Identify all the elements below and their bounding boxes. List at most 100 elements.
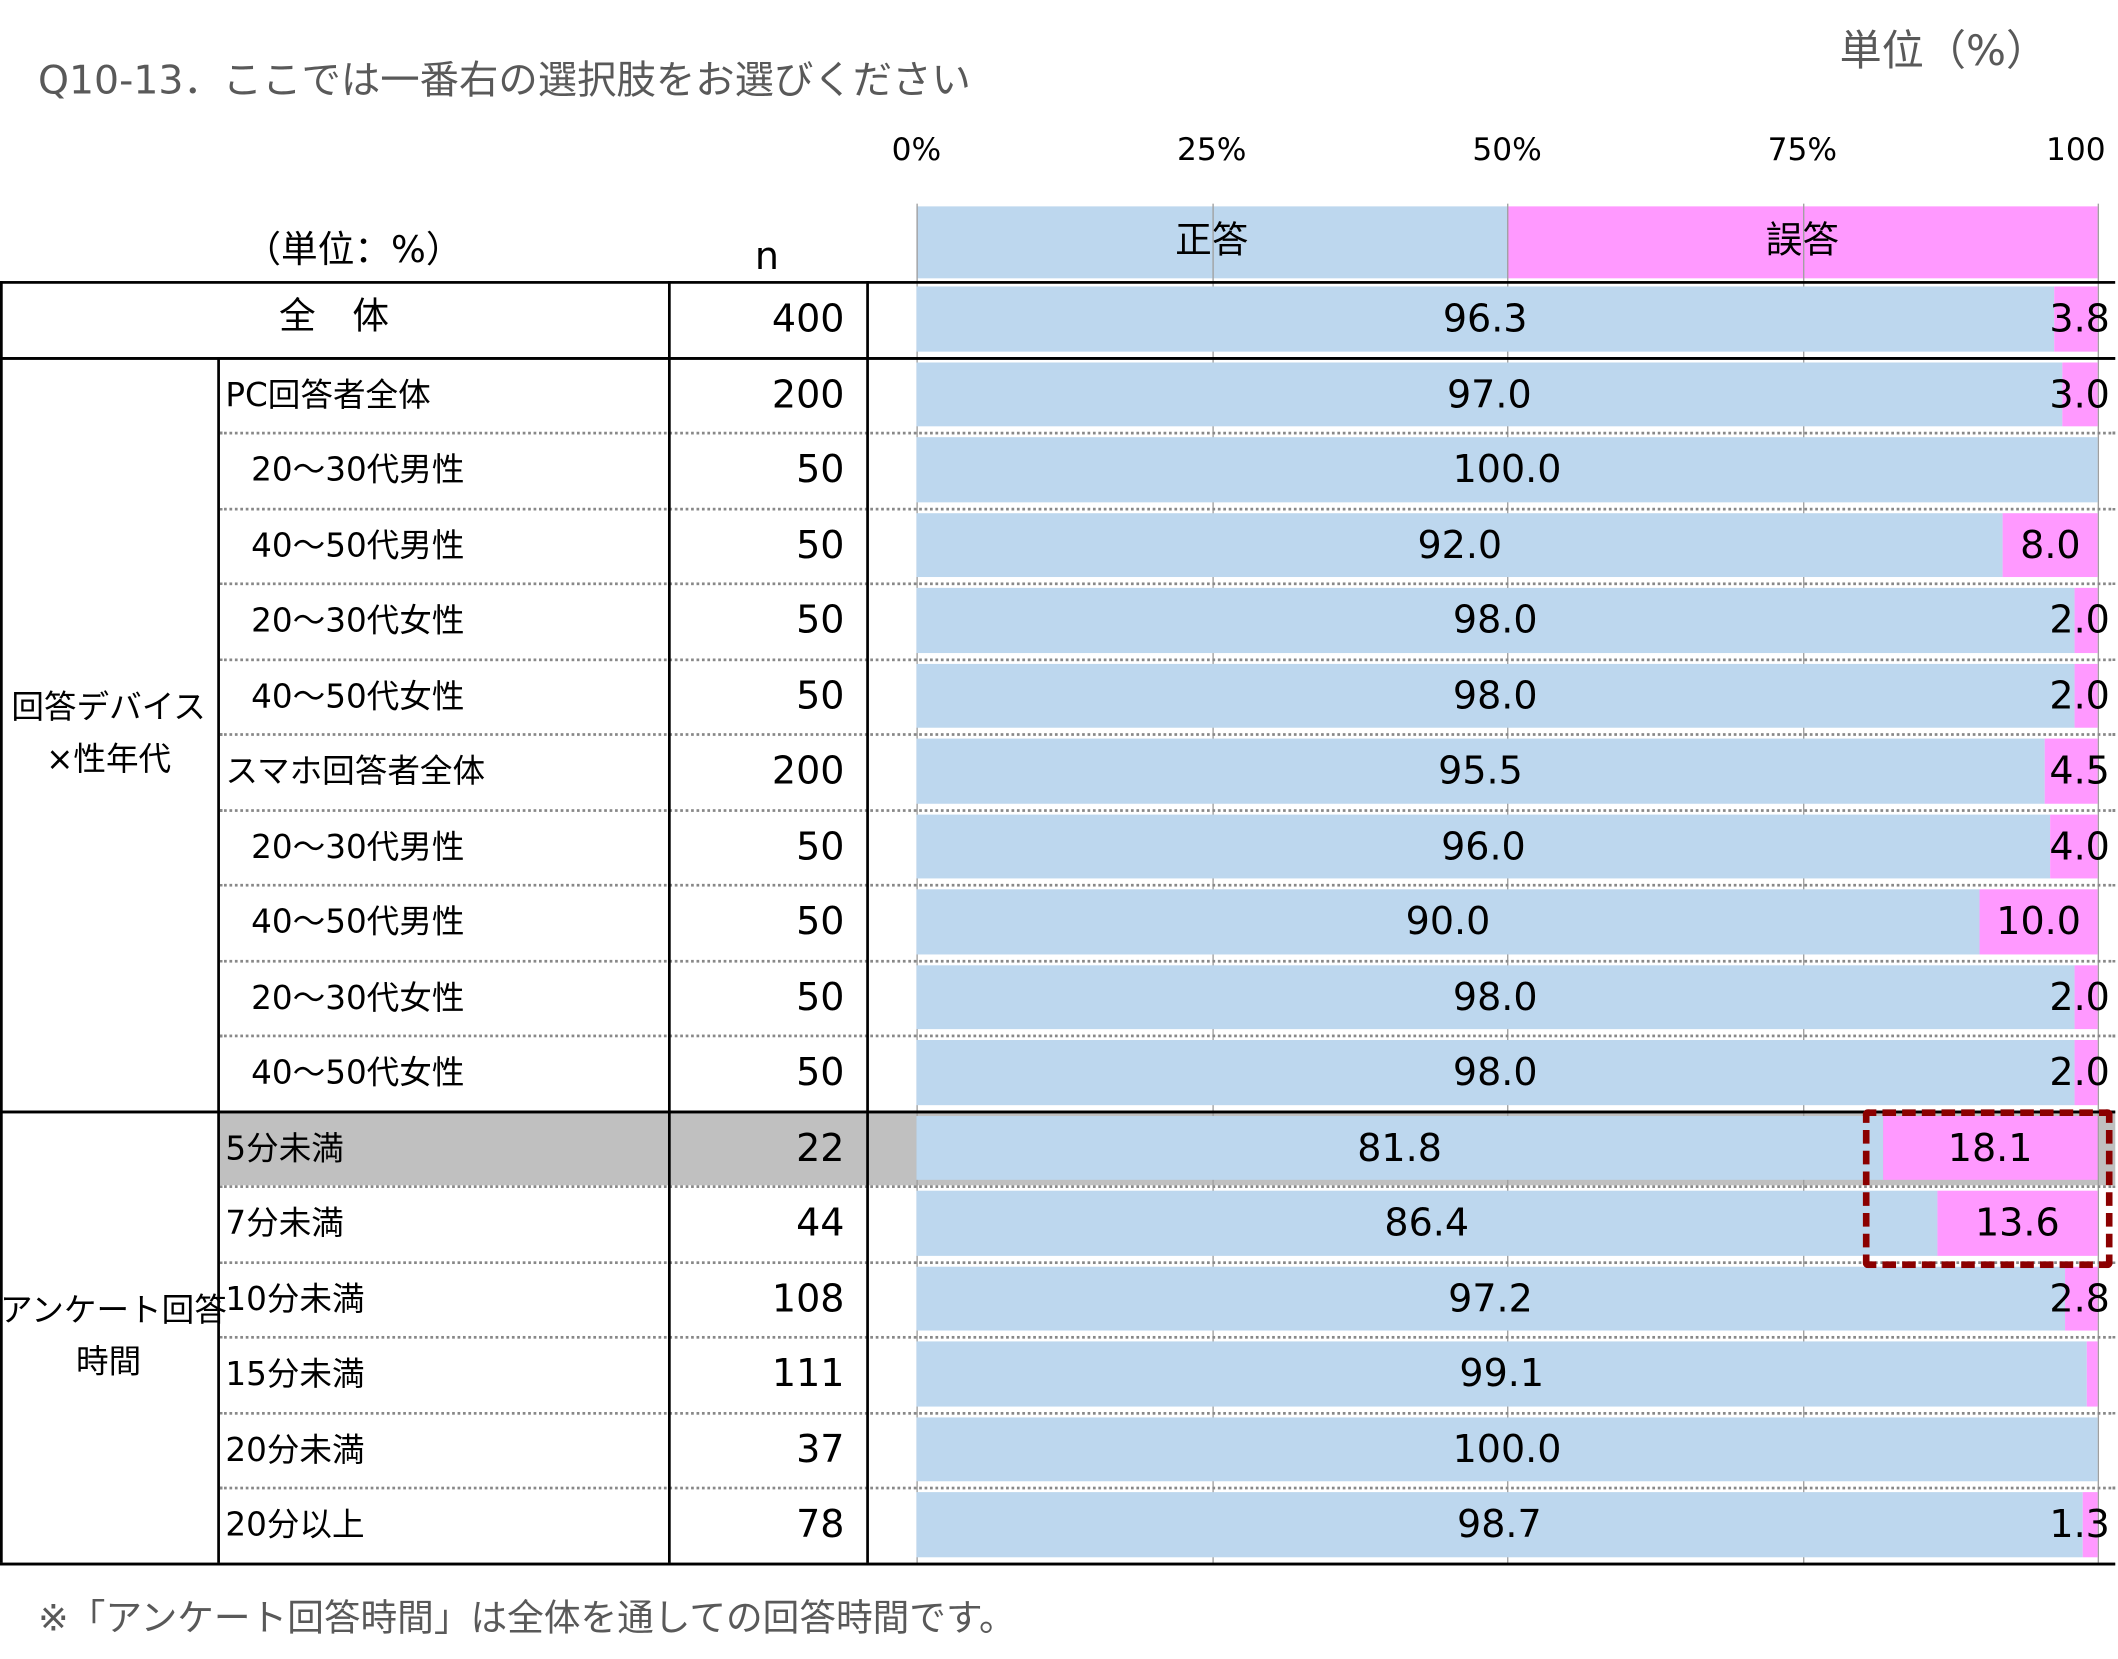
row-label: 20～30代女性 (251, 601, 465, 640)
value-wrong: 10.0 (1996, 898, 2081, 944)
value-wrong: 1.3 (2049, 1501, 2110, 1547)
bar-wrong (2082, 1492, 2098, 1557)
n-value: 200 (771, 748, 845, 793)
bar-wrong (2044, 738, 2098, 804)
row-divider (219, 883, 2116, 887)
bar-correct (916, 1115, 1883, 1180)
bar-wrong (2074, 964, 2098, 1030)
n-value: 200 (771, 371, 845, 417)
bar-correct (916, 813, 2051, 879)
column-divider (667, 281, 671, 1563)
value-wrong: 2.0 (2049, 597, 2110, 643)
value-wrong: 4.5 (2049, 748, 2110, 793)
row-divider (219, 1185, 2116, 1188)
row-label: 5分未満 (225, 1128, 344, 1167)
row-divider (219, 1486, 2116, 1490)
row-divider (219, 1034, 2116, 1038)
row-divider (219, 507, 2116, 510)
group-divider (0, 1562, 2116, 1565)
value-correct: 92.0 (1417, 522, 1503, 567)
bar-wrong (2053, 286, 2098, 351)
gridline (1507, 203, 1509, 1563)
bar-correct (916, 1492, 2083, 1557)
column-divider (0, 281, 3, 1563)
bar-wrong (2064, 1266, 2098, 1331)
n-value: 400 (771, 295, 845, 341)
x-tick-label: 75% (1767, 133, 1838, 169)
n-value: 50 (796, 597, 845, 643)
row-label: 20～30代男性 (251, 827, 465, 866)
value-correct: 98.7 (1457, 1501, 1542, 1547)
value-wrong: 18.1 (1947, 1124, 2033, 1170)
value-correct: 98.0 (1452, 597, 1538, 643)
bar-wrong (1936, 1190, 2098, 1256)
n-value: 111 (771, 1350, 845, 1396)
row-divider (219, 808, 2116, 812)
n-value: 50 (796, 898, 845, 944)
n-value: 50 (796, 823, 845, 869)
bar-wrong (2086, 1341, 2098, 1406)
n-value: 50 (796, 1049, 845, 1095)
bar-correct (916, 738, 2045, 804)
bar-wrong (1882, 1115, 2098, 1180)
x-tick-label: 50% (1472, 133, 1542, 169)
row-divider (219, 582, 2116, 586)
row-label: 20～30代女性 (251, 978, 465, 1017)
value-wrong: 2.0 (2049, 1049, 2110, 1095)
row-divider (219, 733, 2116, 736)
n-value: 50 (796, 974, 845, 1019)
row-label: 40～50代女性 (251, 676, 465, 715)
bar-correct (916, 1416, 2098, 1482)
bar-correct (916, 1341, 2087, 1406)
x-tick-label: 0% (891, 133, 942, 169)
bar-correct (916, 587, 2075, 653)
bar-wrong (2074, 663, 2098, 728)
group-label: アンケート回答 時間 (0, 1291, 227, 1381)
header-unit: （単位：%） (244, 229, 463, 272)
column-divider (866, 281, 869, 1563)
row-label: スマホ回答者全体 (225, 752, 486, 791)
value-wrong: 8.0 (2020, 522, 2081, 567)
row-divider (219, 1411, 2116, 1415)
row-label: PC回答者全体 (225, 375, 431, 414)
value-correct: 99.1 (1459, 1350, 1545, 1396)
value-wrong: 2.8 (2049, 1275, 2110, 1321)
row-divider (219, 959, 2116, 962)
gridline (1211, 203, 1214, 1563)
value-correct: 81.8 (1357, 1124, 1442, 1170)
value-wrong: 13.6 (1974, 1200, 2060, 1246)
value-correct: 97.0 (1446, 371, 1532, 417)
value-correct: 90.0 (1405, 898, 1491, 944)
row-label: 10分未満 (225, 1279, 365, 1318)
bar-wrong (2050, 813, 2098, 879)
n-value: 50 (796, 522, 845, 567)
group-divider (0, 1109, 2116, 1113)
bar-correct (916, 286, 2054, 351)
row-divider (219, 431, 2116, 435)
bar-correct (916, 512, 2004, 578)
row-label: 20分未満 (225, 1430, 365, 1469)
x-tick-label: 100 (2046, 133, 2106, 169)
row-label: 20～30代男性 (251, 450, 465, 489)
bar-correct (916, 361, 2063, 427)
bar-correct (916, 889, 1980, 954)
bar-correct (916, 1266, 2065, 1331)
row-divider (219, 657, 2116, 661)
group-divider (0, 356, 2116, 360)
bar-wrong (2074, 1039, 2098, 1105)
column-divider (217, 356, 220, 1563)
value-correct: 100.0 (1452, 446, 1562, 492)
value-correct: 100.0 (1452, 1426, 1562, 1472)
row-label: 40～50代女性 (251, 1053, 465, 1092)
row-label: 7分未満 (225, 1204, 344, 1243)
value-correct: 97.2 (1448, 1275, 1533, 1321)
value-correct: 86.4 (1384, 1200, 1470, 1246)
bar-correct (916, 1190, 1937, 1256)
row-divider (219, 1335, 2116, 1339)
header-n: n (754, 233, 779, 279)
n-value: 22 (796, 1124, 845, 1170)
gridline (1802, 203, 1804, 1563)
x-tick-label: 25% (1177, 133, 1247, 169)
callout-dashed-box (1862, 1109, 2113, 1269)
